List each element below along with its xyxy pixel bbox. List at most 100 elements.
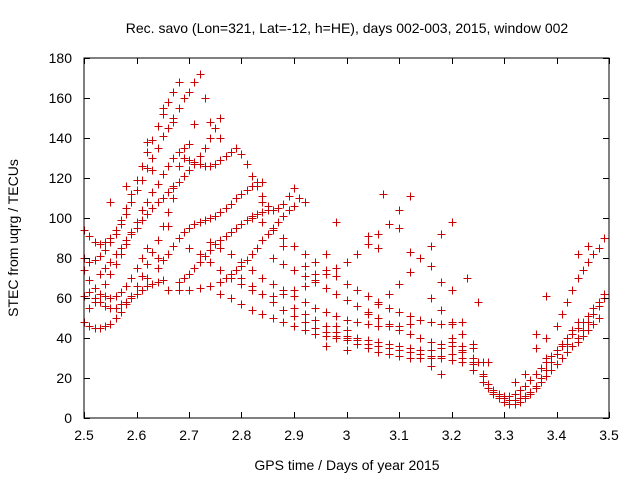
data-point xyxy=(159,170,168,179)
data-point xyxy=(469,354,478,363)
data-point xyxy=(148,166,157,175)
data-point xyxy=(301,326,310,335)
data-point xyxy=(322,266,331,275)
data-point xyxy=(279,212,288,221)
data-point xyxy=(143,138,152,147)
data-point xyxy=(574,324,583,333)
data-point xyxy=(343,296,352,305)
data-point xyxy=(526,376,535,385)
data-point xyxy=(311,316,320,325)
data-point xyxy=(458,318,467,327)
data-point xyxy=(85,232,94,241)
data-point xyxy=(169,182,178,191)
data-point xyxy=(458,346,467,355)
data-point xyxy=(332,218,341,227)
y-tick-label: 180 xyxy=(49,50,73,66)
data-point xyxy=(448,338,457,347)
data-point xyxy=(122,282,131,291)
data-point xyxy=(484,358,493,367)
data-point xyxy=(406,348,415,357)
data-point xyxy=(190,120,199,129)
data-point xyxy=(353,318,362,327)
data-point xyxy=(227,228,236,237)
data-point xyxy=(269,314,278,323)
x-tick-label: 3.3 xyxy=(494,427,514,443)
data-point xyxy=(437,278,446,287)
y-tick-label: 120 xyxy=(49,170,73,186)
data-point xyxy=(385,220,394,229)
data-point xyxy=(505,392,514,401)
data-point xyxy=(154,278,163,287)
x-axis-title: GPS time / Days of year 2015 xyxy=(254,457,439,473)
data-point xyxy=(216,114,225,123)
data-point xyxy=(258,218,267,227)
data-point xyxy=(154,264,163,273)
data-point xyxy=(96,324,105,333)
data-point xyxy=(169,154,178,163)
data-point xyxy=(180,154,189,163)
data-point xyxy=(406,268,415,277)
data-point xyxy=(416,334,425,343)
data-point xyxy=(190,220,199,229)
data-point xyxy=(237,274,246,283)
data-point xyxy=(237,190,246,199)
data-point xyxy=(196,160,205,169)
data-point xyxy=(196,250,205,259)
data-point xyxy=(112,260,121,269)
data-point xyxy=(516,386,525,395)
data-point xyxy=(437,320,446,329)
data-point xyxy=(180,228,189,237)
data-point xyxy=(243,256,252,265)
data-point xyxy=(253,210,262,219)
data-point xyxy=(112,230,121,239)
data-point xyxy=(148,154,157,163)
data-point xyxy=(185,244,194,253)
data-point xyxy=(206,134,215,143)
data-point xyxy=(175,104,184,113)
data-point xyxy=(180,144,189,153)
data-point xyxy=(206,246,215,255)
data-point xyxy=(143,198,152,207)
data-point xyxy=(311,258,320,267)
data-point xyxy=(164,162,173,171)
data-point xyxy=(190,78,199,87)
data-point xyxy=(332,322,341,331)
data-point xyxy=(227,294,236,303)
data-point xyxy=(101,322,110,331)
data-point xyxy=(248,214,257,223)
data-point xyxy=(500,398,509,407)
data-point xyxy=(222,204,231,213)
data-point xyxy=(537,378,546,387)
data-point xyxy=(479,378,488,387)
data-point xyxy=(416,350,425,359)
data-point xyxy=(127,292,136,301)
data-point xyxy=(216,290,225,299)
data-point xyxy=(248,172,257,181)
data-point xyxy=(285,192,294,201)
data-point xyxy=(584,258,593,267)
data-point xyxy=(269,298,278,307)
data-point xyxy=(385,304,394,313)
data-point xyxy=(595,302,604,311)
data-point xyxy=(237,300,246,309)
data-point xyxy=(180,94,189,103)
data-point xyxy=(264,230,273,239)
data-point xyxy=(133,290,142,299)
data-point xyxy=(322,308,331,317)
data-point xyxy=(379,190,388,199)
data-point xyxy=(143,244,152,253)
data-point xyxy=(279,318,288,327)
data-point xyxy=(216,134,225,143)
data-point xyxy=(279,260,288,269)
y-tick-label: 20 xyxy=(56,370,72,386)
data-point xyxy=(547,366,556,375)
data-point xyxy=(385,290,394,299)
data-point xyxy=(279,200,288,209)
data-point xyxy=(190,158,199,167)
data-point xyxy=(143,148,152,157)
data-point xyxy=(206,238,215,247)
y-axis-ticks: 0 20 40 60 80 100 120 140 160 180 xyxy=(49,50,609,426)
data-point xyxy=(427,262,436,271)
data-point xyxy=(584,318,593,327)
data-point xyxy=(216,266,225,275)
